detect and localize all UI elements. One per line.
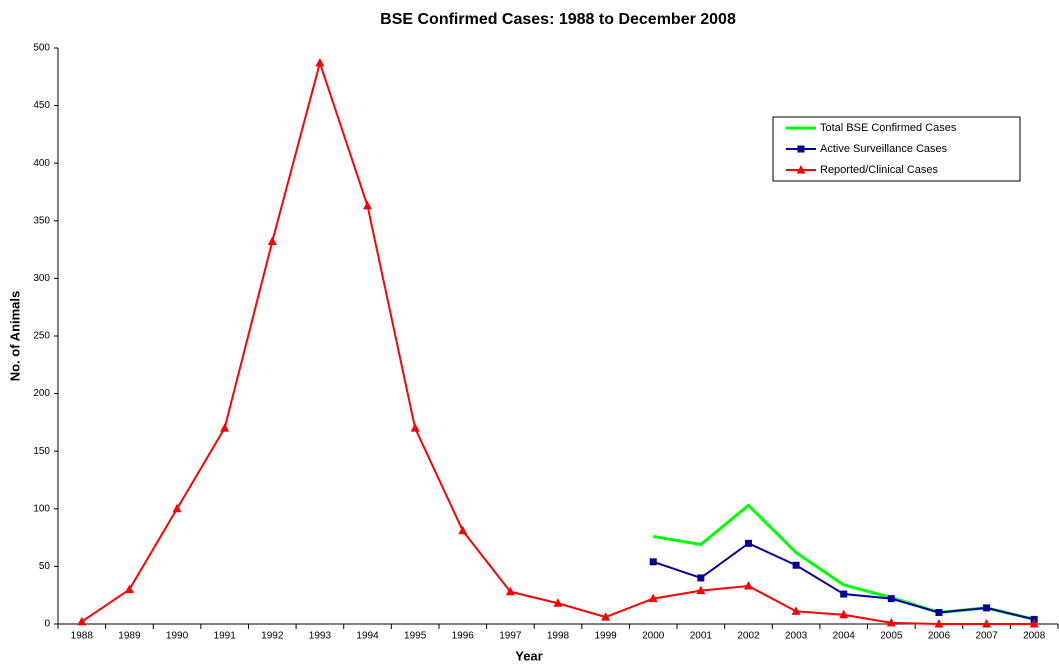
x-tick-label: 2005 <box>880 631 903 642</box>
square-marker <box>697 574 705 582</box>
y-axis-title: No. of Animals <box>7 291 22 382</box>
legend-label: Reported/Clinical Cases <box>820 164 938 176</box>
legend-label: Active Surveillance Cases <box>820 143 948 155</box>
x-tick-label: 1997 <box>499 631 522 642</box>
triangle-marker <box>839 609 849 619</box>
x-tick-label: 1999 <box>594 631 617 642</box>
square-marker <box>792 561 800 569</box>
triangle-marker <box>172 503 182 513</box>
square-marker <box>744 539 752 547</box>
triangle-marker <box>553 598 563 607</box>
x-tick-label: 2002 <box>737 631 760 642</box>
y-tick-label: 300 <box>33 273 50 284</box>
y-tick-label: 250 <box>33 331 50 342</box>
y-tick-label: 400 <box>33 158 50 169</box>
triangle-marker <box>791 606 801 615</box>
triangle-marker <box>267 236 277 246</box>
triangle-marker <box>982 619 992 628</box>
x-tick-label: 2006 <box>928 631 951 642</box>
chart-title: BSE Confirmed Cases: 1988 to December 20… <box>380 11 736 28</box>
triangle-marker <box>410 423 420 432</box>
triangle-marker <box>696 585 706 595</box>
x-tick-label: 1994 <box>356 631 379 642</box>
y-tick-label: 150 <box>33 446 50 457</box>
x-tick-label: 2003 <box>785 631 808 642</box>
y-tick-label: 100 <box>33 503 50 514</box>
y-tick-label: 500 <box>33 43 50 54</box>
x-tick-label: 1996 <box>452 631 475 642</box>
x-axis-title: Year <box>515 648 542 663</box>
series-line <box>652 542 1035 621</box>
triangle-marker <box>934 619 944 628</box>
triangle-marker <box>220 423 230 432</box>
square-marker <box>935 608 943 616</box>
triangle-marker <box>124 584 134 593</box>
x-tick-label: 1992 <box>261 631 284 642</box>
y-tick-label: 200 <box>33 388 50 399</box>
x-tick-label: 2008 <box>1023 631 1046 642</box>
y-tick-label: 450 <box>33 100 50 111</box>
y-tick-label: 350 <box>33 215 50 226</box>
legend-label: Total BSE Confirmed Cases <box>820 122 957 134</box>
square-marker <box>797 145 805 153</box>
square-marker <box>649 558 657 566</box>
y-tick-label: 0 <box>44 619 50 630</box>
triangle-marker <box>77 616 87 626</box>
triangle-marker <box>601 612 611 621</box>
triangle-marker <box>505 586 515 596</box>
x-tick-label: 1998 <box>547 631 570 642</box>
square-marker <box>983 604 991 612</box>
triangle-marker <box>743 580 753 590</box>
triangle-marker <box>458 525 468 535</box>
x-tick-label: 2007 <box>975 631 998 642</box>
x-tick-label: 1991 <box>214 631 237 642</box>
x-tick-label: 2000 <box>642 631 665 642</box>
legend: Total BSE Confirmed Cases Active Surveill… <box>772 116 1021 182</box>
triangle-marker <box>1029 619 1039 628</box>
x-tick-label: 1990 <box>166 631 189 642</box>
square-marker <box>887 595 895 603</box>
triangle-marker <box>315 57 325 67</box>
series-line <box>652 503 1035 621</box>
y-tick-label: 50 <box>39 561 51 572</box>
triangle-marker <box>796 165 806 174</box>
x-tick-label: 1993 <box>309 631 332 642</box>
triangle-marker <box>363 200 373 210</box>
x-tick-label: 1988 <box>71 631 94 642</box>
x-tick-label: 1989 <box>118 631 141 642</box>
triangle-marker <box>886 617 896 627</box>
x-tick-label: 2001 <box>690 631 713 642</box>
triangle-marker <box>648 593 658 603</box>
x-tick-label: 1995 <box>404 631 427 642</box>
square-marker <box>840 590 848 598</box>
x-tick-label: 2004 <box>833 631 856 642</box>
